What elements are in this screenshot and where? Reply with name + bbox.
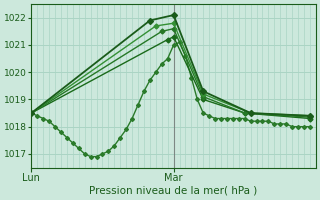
X-axis label: Pression niveau de la mer( hPa ): Pression niveau de la mer( hPa ) bbox=[90, 186, 258, 196]
